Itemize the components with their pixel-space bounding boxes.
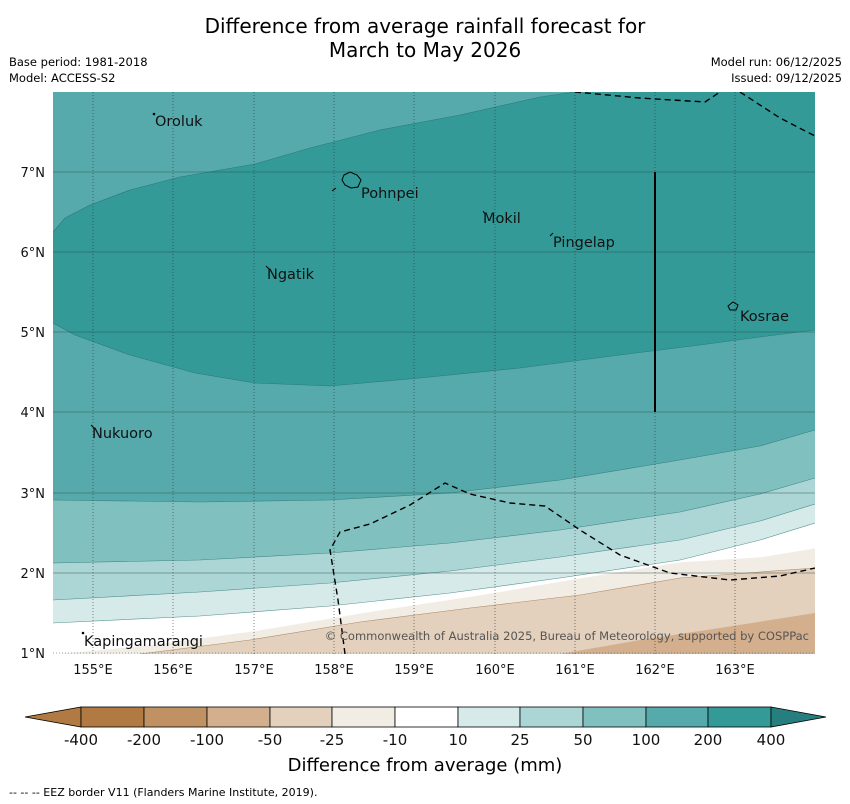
colorbar-tick: 400: [757, 731, 786, 749]
lat-label-3n: 3°N: [21, 487, 46, 502]
colorbar-swatch: [519, 706, 584, 728]
islet-mark: [331, 187, 337, 192]
model-run: Model run: 06/12/2025: [710, 55, 842, 69]
colorbar-tick: -25: [320, 731, 345, 749]
band-200-400: [53, 92, 815, 386]
colorbar-swatch: [206, 706, 271, 728]
lat-label-4n: 4°N: [21, 406, 46, 421]
lon-label-157e: 157°E: [234, 663, 274, 678]
colorbar-ticks: -400 -200 -100 -50 -25 -10 10 25 50 100 …: [64, 731, 785, 749]
model-name: Model: ACCESS-S2: [9, 71, 116, 85]
title-line-1: Difference from average rainfall forecas…: [204, 14, 646, 38]
colorbar-tick: -200: [127, 731, 161, 749]
lat-label-7n: 7°N: [21, 166, 46, 181]
colorbar-swatch: [707, 706, 772, 728]
lat-label-5n: 5°N: [21, 326, 46, 341]
colorbar-swatch: [143, 706, 208, 728]
ngatik-mark: [265, 265, 270, 270]
colorbar-tick: 50: [573, 731, 592, 749]
lat-label-6n: 6°N: [21, 246, 46, 261]
nukuoro-mark: [90, 424, 95, 429]
place-pohnpei: Pohnpei: [361, 186, 419, 202]
run-info: Model run: 06/12/2025 Issued: 09/12/2025: [711, 54, 842, 86]
place-oroluk: Oroluk: [155, 114, 203, 130]
colorbar-tick: -10: [383, 731, 408, 749]
colorbar-extend-low: [24, 706, 82, 728]
latitude-labels: 7°N 6°N 5°N 4°N 3°N 2°N 1°N: [21, 166, 46, 662]
title-line-2: March to May 2026: [328, 38, 522, 62]
lon-label-163e: 163°E: [715, 663, 755, 678]
lat-label-1n: 1°N: [21, 647, 46, 662]
lat-label-2n: 2°N: [21, 567, 46, 582]
place-nukuoro: Nukuoro: [92, 426, 153, 442]
mokil-mark: [482, 210, 486, 215]
lon-label-160e: 160°E: [475, 663, 515, 678]
colorbar-swatch: [394, 706, 459, 728]
colorbar-swatch: [645, 706, 709, 728]
place-pingelap: Pingelap: [553, 235, 615, 251]
colorbar-tick: -400: [64, 731, 98, 749]
place-labels: Oroluk Pohnpei Mokil Pingelap Ngatik Kos…: [84, 114, 789, 650]
colorbar-tick: 200: [694, 731, 723, 749]
place-kapingamarangi: Kapingamarangi: [84, 634, 203, 650]
colorbar-swatch: [582, 706, 647, 728]
colorbar-tick: 25: [510, 731, 529, 749]
place-mokil: Mokil: [483, 211, 521, 227]
colorbar-tick: 10: [448, 731, 467, 749]
colorbar-extend-high: [770, 706, 827, 728]
model-info: Base period: 1981-2018 Model: ACCESS-S2: [9, 54, 148, 86]
pingelap-mark: [549, 232, 554, 237]
place-kosrae: Kosrae: [740, 309, 789, 325]
lon-label-155e: 155°E: [73, 663, 113, 678]
lon-label-162e: 162°E: [635, 663, 675, 678]
eez-border: [329, 92, 815, 654]
colorbar-title: Difference from average (mm): [287, 755, 563, 776]
colorbar-swatch: [269, 706, 333, 728]
lon-label-156e: 156°E: [153, 663, 193, 678]
band-neg100-neg50: [560, 613, 815, 654]
colorbar: [24, 706, 827, 728]
contour-lines: [53, 92, 815, 624]
kapingamarangi-mark: [81, 631, 85, 635]
colorbar-tick: -50: [258, 731, 283, 749]
band-neg50-neg25: [140, 568, 815, 654]
lon-label-161e: 161°E: [555, 663, 595, 678]
oroluk-mark: [152, 112, 156, 116]
longitude-labels: 155°E 156°E 157°E 158°E 159°E 160°E 161°…: [73, 663, 755, 678]
colorbar-swatch: [457, 706, 521, 728]
colorbar-swatch: [80, 706, 145, 728]
colorbar-tick: 100: [632, 731, 661, 749]
lon-label-158e: 158°E: [314, 663, 354, 678]
islands: [81, 112, 739, 635]
pohnpei-island: [341, 171, 362, 189]
contour-lines-light: [53, 547, 815, 654]
place-ngatik: Ngatik: [267, 267, 315, 283]
rainfall-map: [53, 92, 815, 654]
colorbar-swatch: [331, 706, 396, 728]
kosrae-island: [727, 301, 739, 311]
base-period: Base period: 1981-2018: [9, 55, 148, 69]
issued-date: Issued: 09/12/2025: [731, 71, 842, 85]
copyright-note: © Commonwealth of Australia 2025, Bureau…: [325, 629, 809, 643]
colorbar-tick: -100: [190, 731, 224, 749]
lon-label-159e: 159°E: [394, 663, 434, 678]
map-title: Difference from average rainfall forecas…: [0, 14, 850, 62]
latitude-lines: [53, 171, 815, 654]
eez-legend: -- -- -- EEZ border V11 (Flanders Marine…: [9, 786, 318, 799]
